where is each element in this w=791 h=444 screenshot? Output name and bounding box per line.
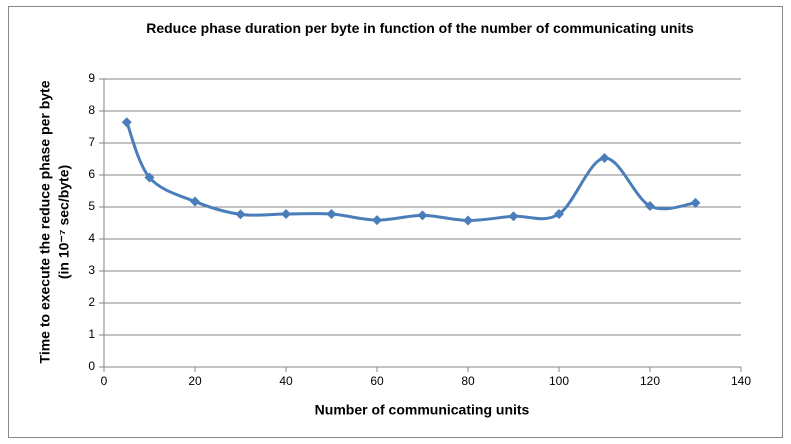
x-tick-label: 100 — [549, 374, 569, 388]
y-axis-label-line: (in 10⁻⁷ sec/byte) — [56, 165, 72, 279]
x-tick-label: 60 — [370, 374, 384, 388]
marker — [144, 172, 155, 183]
marker — [372, 215, 382, 226]
marker — [326, 209, 337, 220]
x-tick-label: 40 — [279, 374, 293, 388]
marker — [235, 209, 246, 220]
y-tick-label: 6 — [88, 167, 95, 181]
marker — [281, 209, 291, 220]
marker — [645, 201, 655, 212]
chart-border — [8, 6, 783, 438]
y-axis-label-line: Time to execute the reduce phase per byt… — [37, 80, 53, 363]
x-tick-label: 80 — [461, 374, 475, 388]
y-tick-label: 8 — [88, 103, 95, 117]
marker — [417, 210, 428, 221]
y-tick-label: 5 — [88, 199, 95, 213]
x-tick-label: 140 — [731, 374, 751, 388]
chart-title: Reduce phase duration per byte in functi… — [146, 20, 694, 36]
marker — [190, 196, 200, 207]
marker — [508, 211, 519, 222]
y-tick-label: 1 — [88, 327, 95, 341]
x-tick-label: 20 — [188, 374, 202, 388]
x-tick-label: 0 — [101, 374, 108, 388]
x-axis-label: Number of communicating units — [315, 402, 530, 418]
y-tick-label: 7 — [88, 135, 95, 149]
x-tick-label: 120 — [640, 374, 660, 388]
marker — [690, 197, 701, 208]
marker — [463, 215, 473, 226]
marker — [554, 209, 564, 220]
marker — [599, 153, 610, 164]
y-tick-label: 9 — [88, 71, 95, 85]
y-axis-label: Time to execute the reduce phase per byt… — [37, 80, 72, 363]
y-tick-label: 3 — [88, 263, 95, 277]
marker — [121, 117, 132, 128]
y-tick-label: 0 — [88, 359, 95, 373]
y-tick-label: 2 — [88, 295, 95, 309]
y-tick-label: 4 — [88, 231, 95, 245]
